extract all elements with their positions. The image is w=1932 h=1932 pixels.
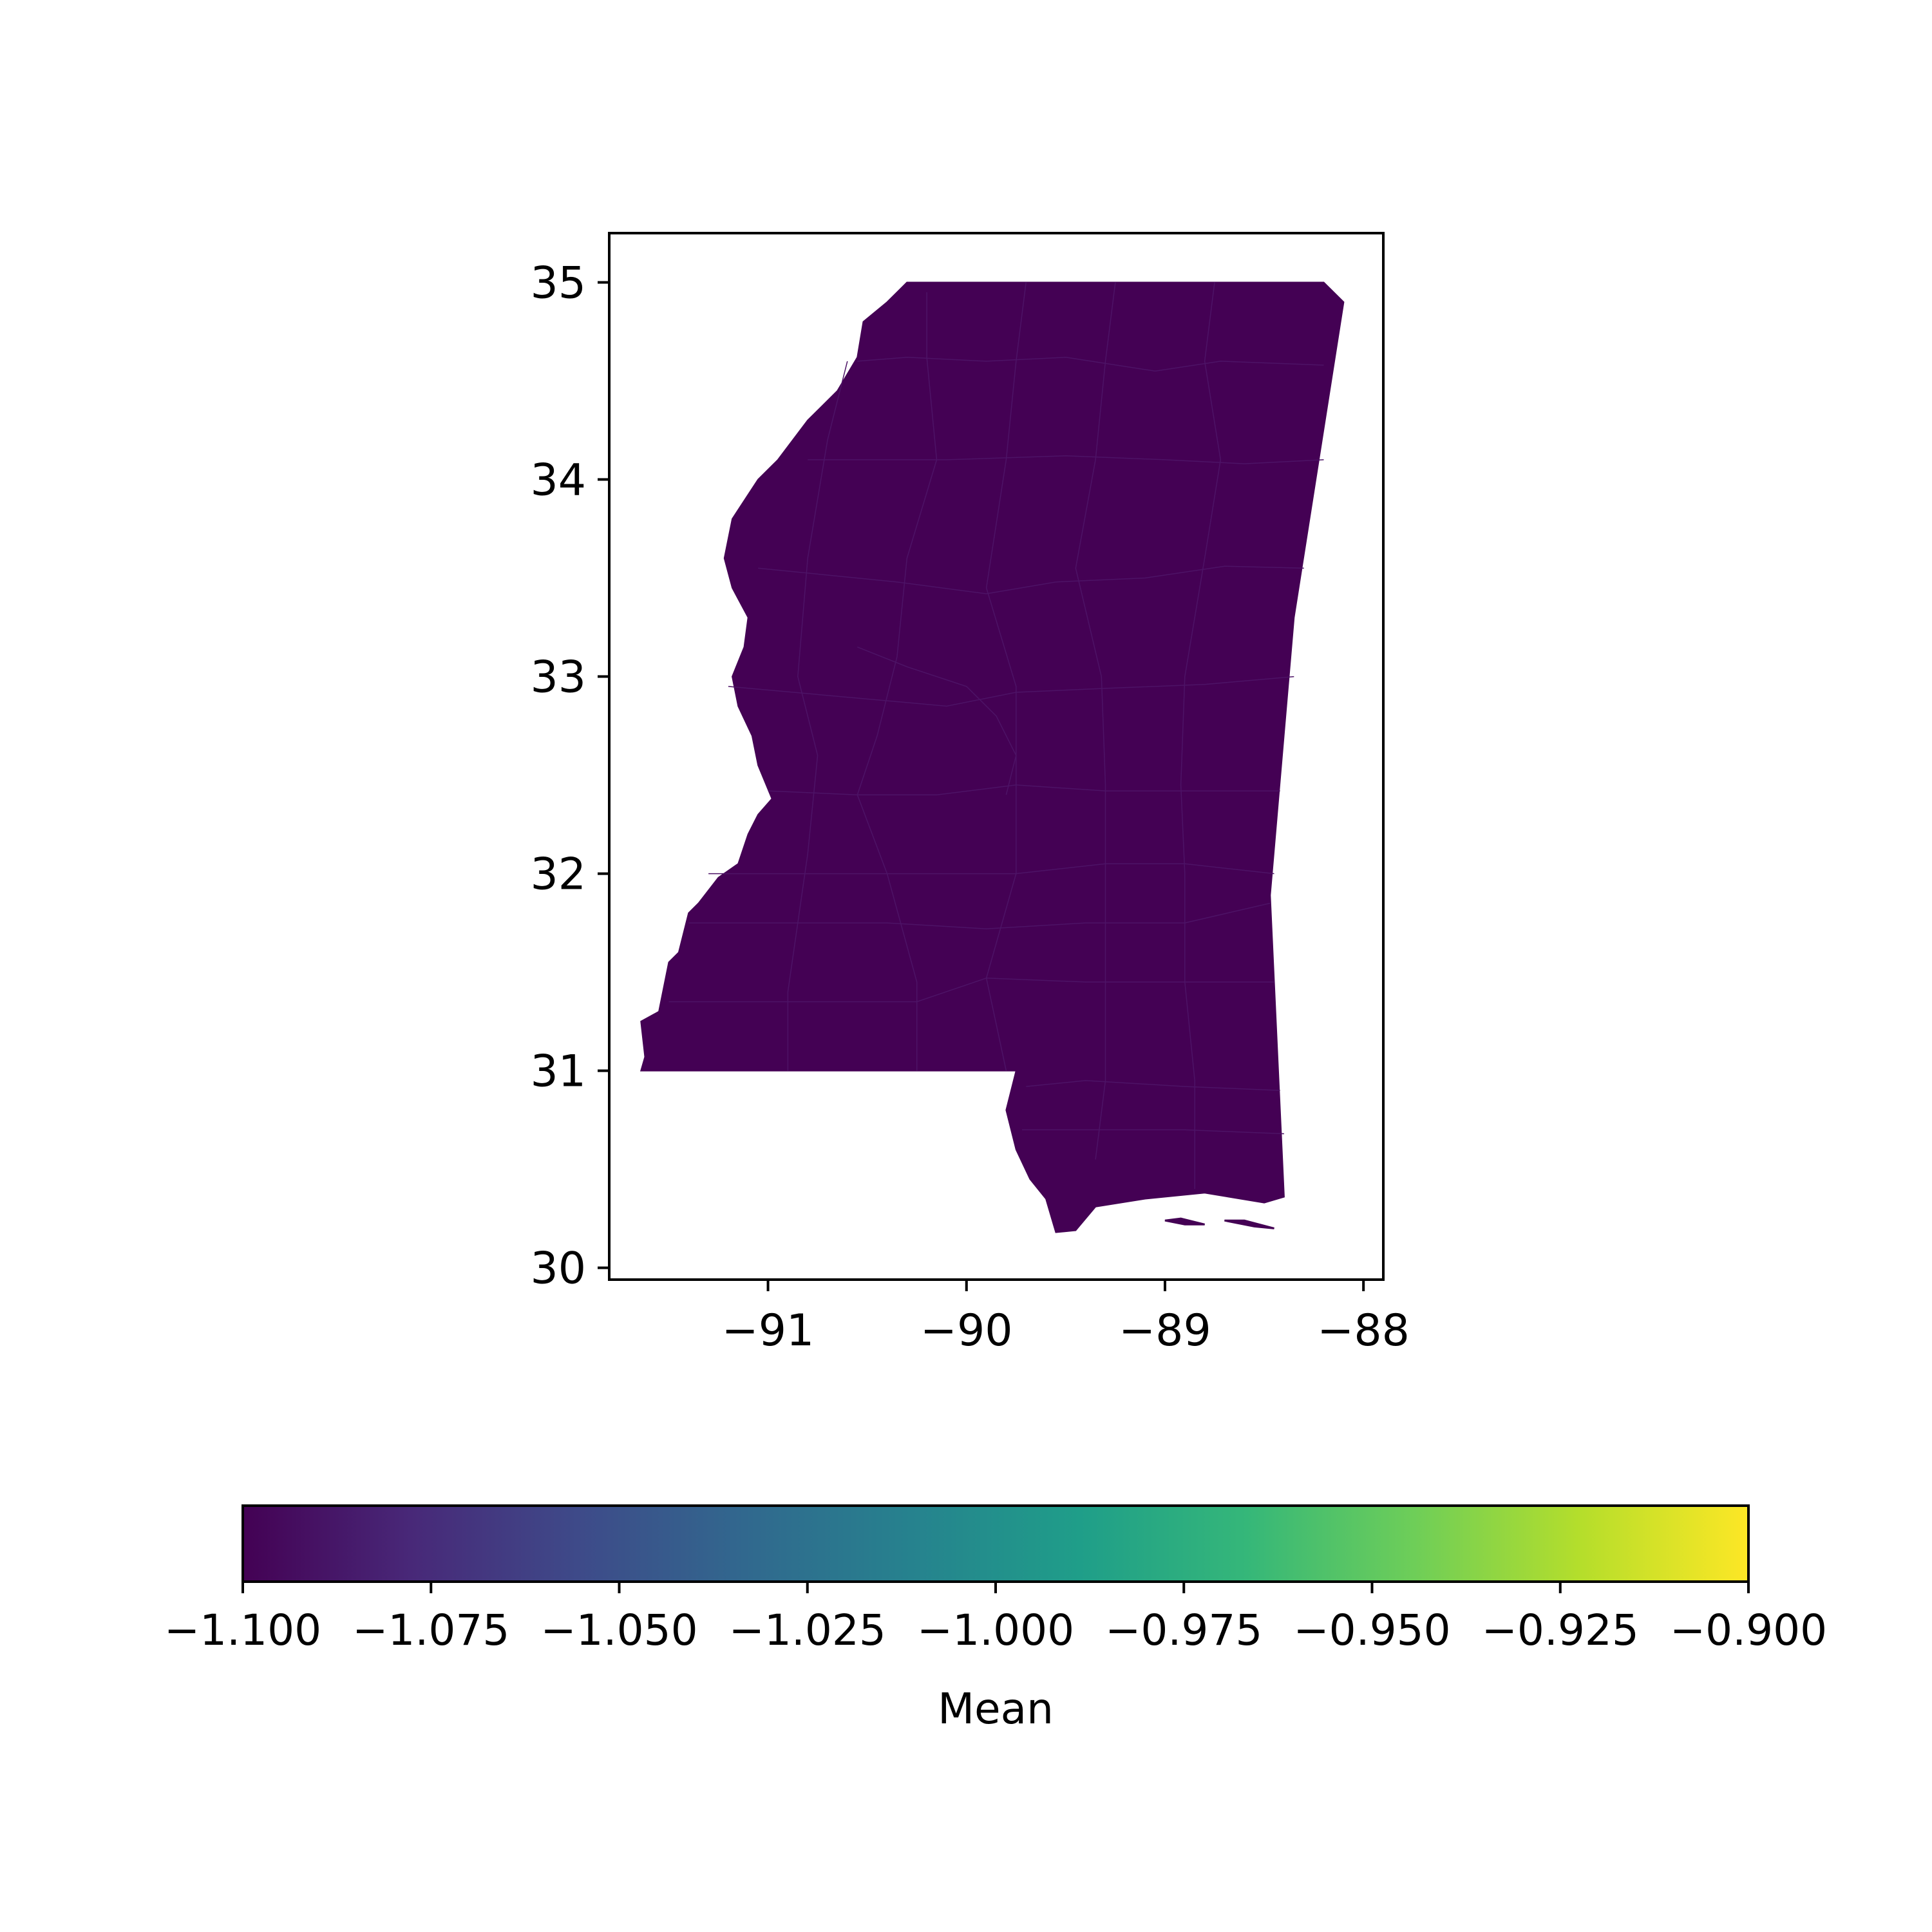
colorbar-tick-label: −0.925	[1482, 1605, 1639, 1655]
county-boundary	[1180, 282, 1222, 1189]
map-layer	[639, 281, 1345, 1233]
x-tick-label: −88	[1317, 1305, 1410, 1356]
colorbar: −1.100 −1.075 −1.050 −1.025 −1.000 −0.975 −0.9…	[164, 1504, 1827, 1734]
colorbar-gradient	[243, 1506, 1748, 1582]
county-boundary	[808, 455, 1324, 464]
y-tick-label: 32	[530, 849, 586, 900]
x-tick-label: −90	[920, 1305, 1013, 1356]
county-boundary	[857, 647, 1017, 795]
y-tick-label: 35	[530, 258, 586, 309]
colorbar-tick-label: −1.025	[729, 1605, 886, 1655]
colorbar-tick-label: −1.100	[164, 1605, 321, 1655]
colorbar-tick-label: −1.050	[540, 1605, 697, 1655]
x-tick-label: −91	[722, 1305, 815, 1356]
state-outline	[639, 281, 1345, 1233]
county-boundary	[1022, 1129, 1284, 1135]
colorbar-tick-label: −0.975	[1105, 1605, 1262, 1655]
x-axis-ticks: −91 −90 −89 −88	[722, 1280, 1410, 1356]
county-boundary	[787, 361, 848, 1071]
y-tick-label: 31	[530, 1046, 586, 1097]
county-boundary	[985, 282, 1027, 1071]
x-tick-label: −89	[1119, 1305, 1211, 1356]
county-boundary	[1075, 282, 1116, 1160]
colorbar-tick-label: −0.900	[1670, 1605, 1827, 1655]
colorbar-tick-label: −0.950	[1293, 1605, 1450, 1655]
gulf-island	[1164, 1217, 1205, 1226]
y-axis-ticks: 30 31 32 33 34 35	[530, 258, 609, 1294]
map-axes: −91 −90 −89 −88 30 31 32 33 34 35	[530, 232, 1410, 1356]
y-tick-label: 30	[530, 1244, 586, 1294]
county-boundary	[857, 292, 938, 1071]
colorbar-tick-label: −1.000	[917, 1605, 1074, 1655]
county-boundary	[1026, 1080, 1280, 1091]
colorbar-label: Mean	[938, 1684, 1054, 1734]
y-tick-label: 33	[530, 652, 586, 703]
gulf-island	[1224, 1219, 1274, 1229]
axes-frame	[608, 232, 1385, 1281]
county-boundary	[758, 565, 1304, 594]
colorbar-tick-label: −1.075	[352, 1605, 509, 1655]
colorbar-ticks: −1.100 −1.075 −1.050 −1.025 −1.000 −0.975 −0.9…	[164, 1582, 1827, 1655]
y-tick-label: 34	[530, 455, 586, 506]
county-boundary	[857, 357, 1324, 372]
